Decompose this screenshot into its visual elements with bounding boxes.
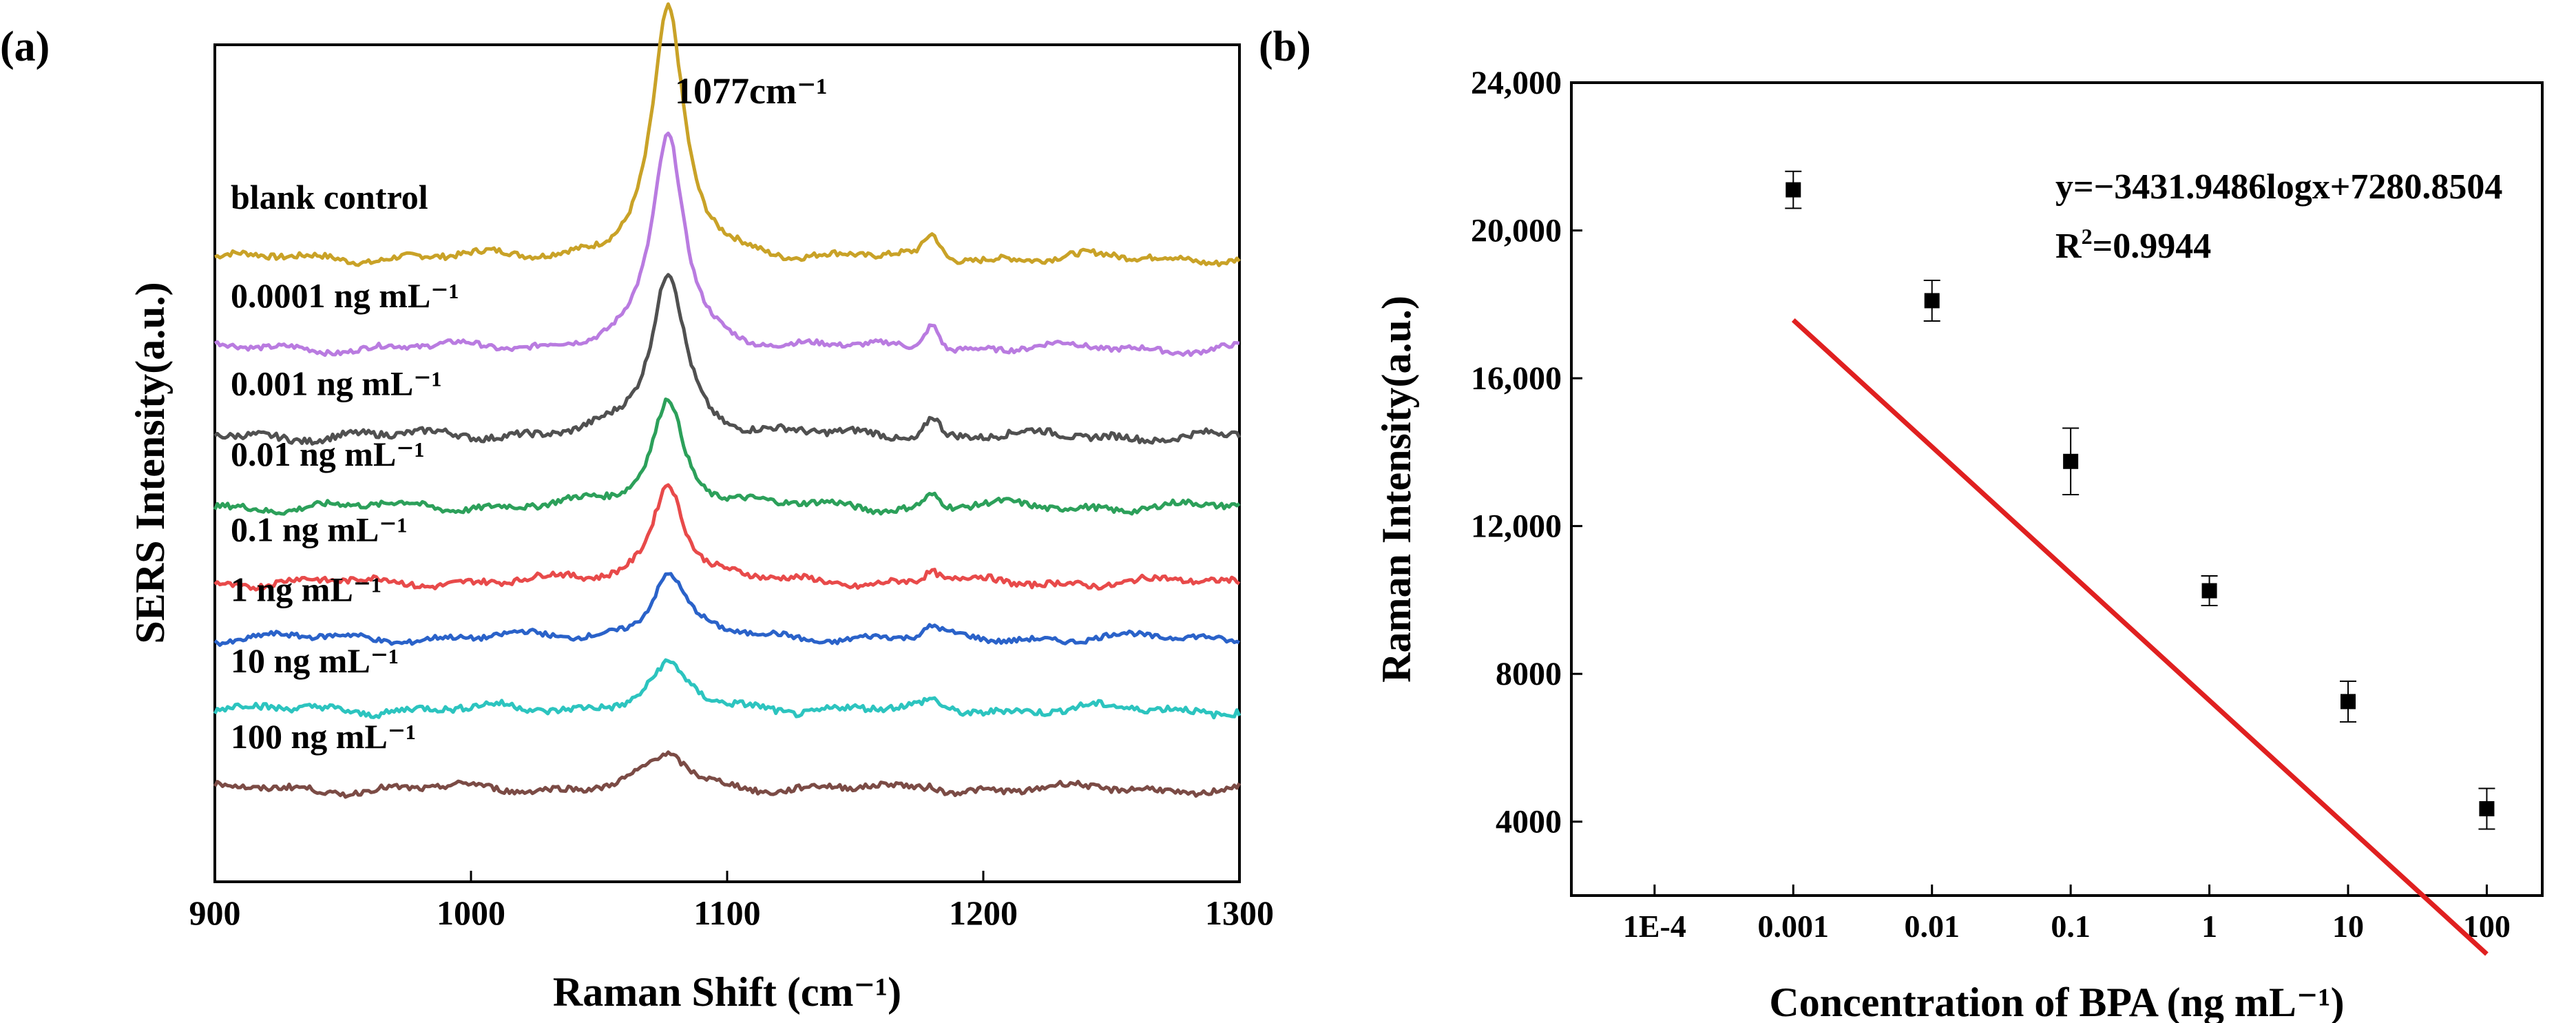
data-point-marker	[1924, 293, 1940, 309]
panel-b-label: (b)	[1259, 23, 1311, 70]
calibration-chart: 1E-4 0.001 0.01 0.1 1 10 1004000800012,00016,0…	[1374, 65, 2544, 1023]
calibration-y-tick-label: 4000	[1496, 804, 1562, 840]
spectrum-label: 10 ng mL⁻¹	[231, 641, 399, 680]
spectrum-label: 1 ng mL⁻¹	[231, 570, 381, 609]
fit-equation: y=−3431.9486logx+7280.8504	[2055, 167, 2502, 207]
spectra-x-tick-label: 900	[189, 893, 241, 932]
spectra-x-tick-label: 1100	[693, 893, 760, 932]
data-point-marker	[1786, 182, 1801, 198]
r-squared-base: R	[2055, 227, 2082, 266]
fit-line	[1791, 318, 2489, 956]
spectrum-curve	[213, 572, 1240, 647]
spectra-y-axis-label: SERS Intensity(a.u.)	[127, 282, 173, 643]
raman-spectra-chart: 900 1000 1100 1200 1300 blank control 0.0001 …	[127, 2, 1274, 1015]
spectra-curves	[213, 2, 1242, 799]
spectra-x-tick-label: 1000	[437, 893, 505, 932]
calibration-x-tick-label: 0.1	[2051, 909, 2091, 944]
spectrum-curve	[213, 132, 1240, 358]
calibration-points	[1785, 170, 2495, 830]
data-point-marker	[2479, 800, 2495, 816]
calibration-y-tick-label: 20,000	[1471, 213, 1562, 249]
calibration-y-tick-label: 16,000	[1471, 360, 1562, 397]
spectrum-curve	[213, 750, 1242, 799]
r-squared-value: =0.9944	[2093, 227, 2212, 266]
data-point-marker	[2341, 694, 2356, 710]
spectra-x-tick-label: 1200	[949, 893, 1018, 932]
calibration-x-tick-label: 10	[2332, 909, 2364, 944]
spectrum-curve	[213, 273, 1242, 446]
spectrum-curve	[213, 397, 1241, 516]
calibration-x-tick-label: 0.001	[1758, 909, 1830, 944]
data-point-marker	[2201, 583, 2217, 599]
calibration-x-axis-label: Concentration of BPA (ng mL⁻¹)	[1769, 980, 2344, 1023]
calibration-plot-frame	[1570, 81, 2544, 897]
panel-a-label: (a)	[0, 23, 50, 70]
spectrum-label: blank control	[231, 178, 428, 216]
spectrum-label: 0.1 ng mL⁻¹	[231, 510, 408, 549]
spectrum-curve	[214, 2, 1241, 267]
spectrum-label: 0.001 ng mL⁻¹	[231, 364, 442, 403]
calibration-y-tick-label: 24,000	[1471, 65, 1562, 101]
calibration-axis-ticks: 1E-4 0.001 0.01 0.1 1 10 1004000800012,00016,0…	[1471, 65, 2511, 944]
calibration-y-tick-label: 8000	[1496, 656, 1562, 692]
spectra-series-labels: blank control 0.0001 ng mL⁻¹ 0.001 ng mL⁻¹…	[231, 178, 459, 756]
spectra-x-tick-label: 1300	[1205, 893, 1274, 932]
spectrum-label: 100 ng mL⁻¹	[231, 717, 416, 756]
calibration-x-tick-label: 1	[2201, 909, 2217, 944]
spectra-x-ticks: 900 1000 1100 1200 1300	[189, 871, 1274, 932]
r-squared: R2=0.9944	[2055, 224, 2211, 266]
calibration-x-tick-label: 1E-4	[1623, 909, 1686, 944]
r-squared-exp: 2	[2082, 224, 2093, 249]
data-point-marker	[2063, 453, 2079, 469]
calibration-y-axis-label: Raman Intensity(a.u.)	[1374, 296, 1419, 683]
spectrum-curve	[213, 658, 1242, 720]
spectra-x-axis-label: Raman Shift (cm⁻¹)	[553, 969, 901, 1015]
spectrum-curve	[213, 483, 1241, 592]
calibration-x-tick-label: 0.01	[1904, 909, 1960, 944]
calibration-y-tick-label: 12,000	[1471, 508, 1562, 545]
peak-annotation: 1077cm⁻¹	[675, 70, 828, 112]
spectrum-label: 0.0001 ng mL⁻¹	[231, 276, 459, 315]
spectrum-label: 0.01 ng mL⁻¹	[231, 435, 425, 473]
